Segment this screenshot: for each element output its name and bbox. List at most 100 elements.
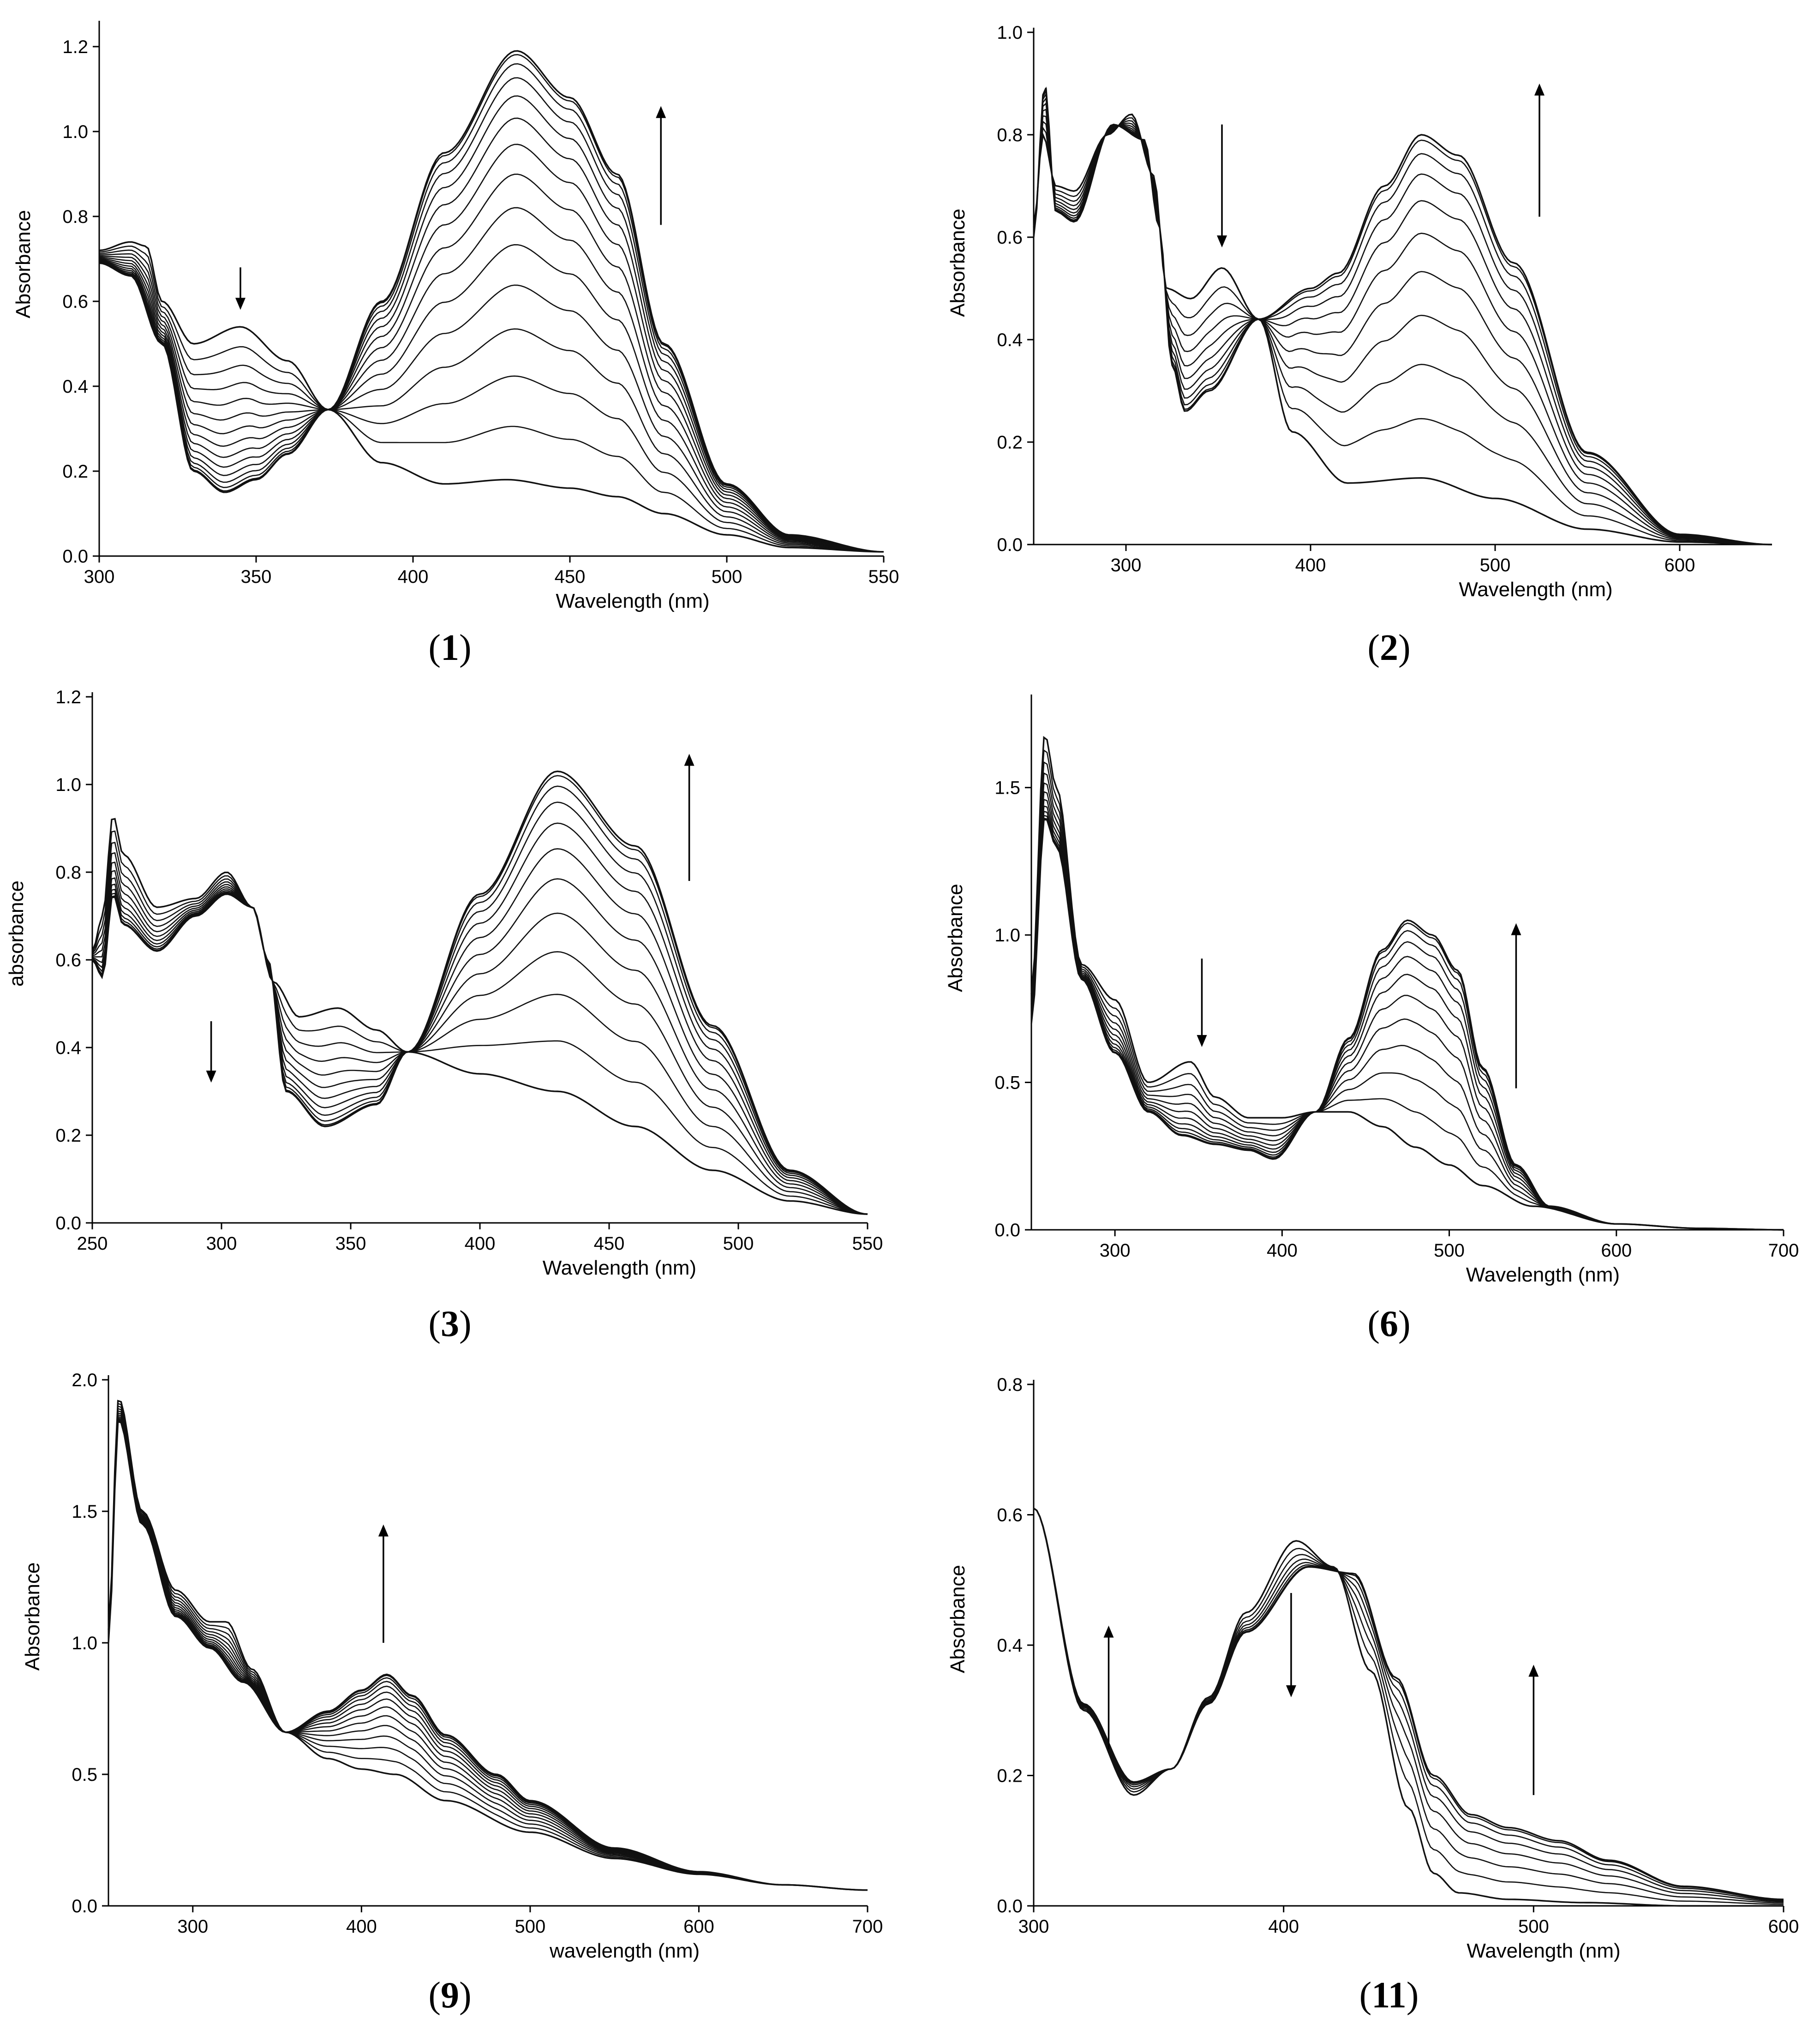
chart6-spectrum-line: [1033, 1508, 1784, 1907]
chart5-x-tick-label: 600: [683, 1916, 714, 1937]
chart2-spectrum-line: [1033, 115, 1772, 545]
chart2-x-tick-label: 300: [1111, 555, 1142, 575]
chart5-y-tick-label: 2.0: [72, 1370, 97, 1390]
chart1-spectrum-line: [99, 255, 884, 553]
chart5-spectrum-line: [108, 1400, 868, 1891]
chart1-arrow-up: [656, 106, 666, 225]
chart1-spectrum-line: [99, 174, 884, 553]
chart2-y-tick-label: 0.6: [997, 228, 1023, 248]
chart1-x-tick-label: 450: [555, 567, 586, 587]
chart2-y-tick-label: 0.4: [997, 330, 1023, 350]
chart6-x-tick-label: 600: [1768, 1916, 1799, 1937]
chart3-x-tick-label: 250: [77, 1234, 108, 1254]
chart4-spectrum-line: [1030, 791, 1784, 1231]
chart3-x-tick-label: 300: [206, 1234, 237, 1254]
chart6-arrow-up: [1528, 1665, 1539, 1795]
chart5-spectrum-line: [108, 1418, 868, 1891]
chart6-y-tick-label: 0.8: [997, 1375, 1023, 1395]
chart1-spectrum-line: [99, 241, 884, 553]
chart6-x-tick-label: 300: [1018, 1916, 1049, 1937]
chart2-x-tick-label: 500: [1480, 555, 1511, 575]
chart1-x-tick-label: 550: [868, 567, 899, 587]
chart4-x-tick-label: 400: [1267, 1240, 1298, 1261]
chart3-arrow-down: [206, 1021, 216, 1083]
chart2-spectrum-line: [1033, 117, 1772, 545]
chart2: 300 400 500 600 0.0 0.2 0.4 0.6 0.8 1.0 Wavelength…: [946, 23, 1772, 601]
chart1-spectrum-line: [99, 144, 884, 553]
chart3-y-tick-label: 0.2: [55, 1126, 81, 1146]
chart1-arrow-down: [235, 267, 245, 310]
chart2-arrow-down: [1217, 124, 1227, 248]
chart1-panel-label: (1): [428, 628, 471, 668]
chart6-y-tick-label: 0.0: [997, 1896, 1023, 1916]
chart4: 300 400 500 600 700 0.0 0.5 1.0 1.5 Wavelength (n…: [944, 695, 1799, 1286]
chart3-spectrum-line: [91, 818, 868, 1215]
chart4-spectrum-line: [1030, 814, 1784, 1231]
chart3-x-tick-label: 400: [465, 1234, 496, 1254]
chart6-panel-label: (11): [1359, 1975, 1419, 2016]
chart5-x-tick-label: 400: [346, 1916, 377, 1937]
chart2-y-tick-label: 1.0: [997, 23, 1023, 43]
chart5-x-tick-label: 300: [177, 1916, 208, 1937]
chart2-x-tick-label: 400: [1295, 555, 1326, 575]
chart3-y-tick-label: 0.4: [55, 1038, 81, 1058]
chart2-panel-label: (2): [1367, 628, 1410, 668]
chart3-y-tick-label: 0.0: [55, 1213, 81, 1234]
chart5: 300 400 500 600 700 0.0 0.5 1.0 1.5 2.0 wavelength…: [21, 1370, 883, 1962]
chart4-x-tick-label: 700: [1768, 1240, 1799, 1261]
chart6-y-axis-label: Absorbance: [946, 1565, 969, 1673]
chart2-arrow-up: [1534, 84, 1545, 217]
chart1-x-tick-label: 350: [241, 567, 272, 587]
chart2-spectrum-line: [1033, 87, 1772, 545]
chart3-arrow-up: [684, 754, 694, 881]
chart1-y-tick-label: 1.2: [62, 37, 88, 57]
chart5-x-axis-label: wavelength (nm): [549, 1940, 700, 1962]
chart5-x-tick-label: 700: [852, 1916, 883, 1937]
chart4-spectrum-line: [1030, 749, 1784, 1231]
chart4-x-tick-label: 300: [1100, 1240, 1131, 1261]
chart6-x-tick-label: 400: [1268, 1916, 1299, 1937]
chart2-y-tick-label: 0.2: [997, 432, 1023, 453]
chart6: 300 400 500 600 0.0 0.2 0.4 0.6 0.8 Wavelength (n…: [946, 1375, 1799, 1962]
chart1-y-axis-label: Absorbance: [12, 210, 35, 318]
chart3-spectrum-line: [91, 830, 868, 1215]
chart4-panel-label: (6): [1367, 1304, 1410, 1344]
chart3-x-tick-label: 450: [594, 1234, 625, 1254]
chart3-y-tick-label: 1.0: [55, 775, 81, 795]
chart3-y-tick-label: 1.2: [55, 687, 81, 707]
chart6-spectrum-line: [1033, 1508, 1784, 1900]
chart6-x-tick-label: 500: [1518, 1916, 1549, 1937]
chart1-spectrum-line: [99, 63, 884, 553]
chart4-spectrum-line: [1030, 817, 1784, 1231]
chart3-spectrum-line: [92, 822, 868, 1215]
chart3-spectrum-line: [92, 785, 868, 1215]
chart1-spectrum-line: [99, 117, 884, 553]
chart4-y-tick-label: 0.5: [994, 1073, 1020, 1093]
chart5-y-tick-label: 0.5: [72, 1765, 97, 1785]
chart4-x-tick-label: 500: [1434, 1240, 1465, 1261]
chart1-x-tick-label: 400: [398, 567, 429, 587]
chart1-spectrum-line: [99, 50, 884, 553]
chart5-axes: [108, 1375, 868, 1907]
chart3-spectrum-line: [91, 842, 868, 1215]
chart6-axes: [1033, 1380, 1784, 1907]
chart4-spectrum-line: [1030, 782, 1784, 1231]
chart4-x-tick-label: 600: [1601, 1240, 1632, 1261]
chart4-arrow-down: [1197, 958, 1207, 1047]
chart1-spectrum-line: [99, 249, 884, 553]
chart2-y-tick-label: 0.8: [997, 125, 1023, 145]
chart3-spectrum-line: [92, 862, 868, 1215]
chart3-spectrum-line: [92, 852, 868, 1215]
chart5-spectrum-line: [108, 1420, 868, 1891]
chart4-axes: [1030, 695, 1784, 1231]
chart1-spectrum-line: [99, 54, 884, 553]
chart1-spectrum-line: [99, 244, 884, 553]
chart6-y-tick-label: 0.4: [997, 1635, 1023, 1656]
chart4-y-tick-label: 0.0: [994, 1220, 1020, 1240]
chart3-x-tick-label: 350: [335, 1234, 366, 1254]
chart4-y-tick-label: 1.5: [994, 778, 1020, 798]
chart3-spectrum-line: [92, 802, 868, 1215]
chart5-spectrum-line: [108, 1416, 868, 1891]
chart2-x-tick-label: 600: [1664, 555, 1695, 575]
